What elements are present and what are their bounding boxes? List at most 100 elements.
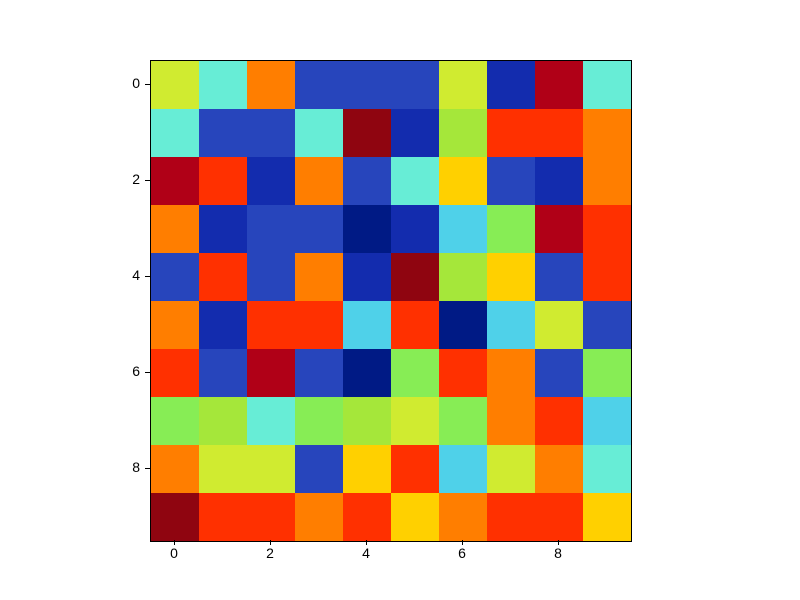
heatmap-cell	[199, 301, 247, 349]
heatmap-cell	[295, 157, 343, 205]
heatmap-cell	[439, 205, 487, 253]
x-tick-label: 6	[452, 545, 472, 561]
y-tick-mark	[145, 276, 150, 277]
heatmap-cell	[151, 493, 199, 541]
heatmap-cell	[439, 445, 487, 493]
heatmap-cell	[391, 205, 439, 253]
heatmap-cell	[247, 61, 295, 109]
heatmap-cell	[247, 157, 295, 205]
y-tick-mark	[145, 468, 150, 469]
heatmap-cell	[535, 205, 583, 253]
heatmap-cell	[151, 157, 199, 205]
heatmap-cell	[151, 349, 199, 397]
heatmap-cell	[343, 301, 391, 349]
heatmap-cell	[343, 109, 391, 157]
heatmap-cell	[199, 397, 247, 445]
heatmap-cell	[151, 61, 199, 109]
heatmap-cell	[439, 349, 487, 397]
heatmap-cell	[487, 493, 535, 541]
heatmap-cell	[583, 157, 631, 205]
heatmap-cell	[343, 61, 391, 109]
heatmap-cell	[343, 253, 391, 301]
heatmap-cell	[439, 493, 487, 541]
y-tick-mark	[145, 180, 150, 181]
heatmap-grid	[150, 60, 632, 542]
heatmap-cell	[295, 205, 343, 253]
heatmap-cell	[487, 349, 535, 397]
heatmap-cell	[343, 349, 391, 397]
heatmap-cell	[487, 253, 535, 301]
heatmap-cell	[535, 157, 583, 205]
heatmap-cell	[343, 205, 391, 253]
heatmap-cell	[343, 157, 391, 205]
heatmap-cell	[439, 301, 487, 349]
heatmap-cell	[247, 445, 295, 493]
heatmap-cell	[439, 157, 487, 205]
heatmap-cell	[151, 397, 199, 445]
heatmap-cell	[487, 61, 535, 109]
heatmap-cell	[391, 445, 439, 493]
heatmap-cell	[295, 493, 343, 541]
heatmap-cell	[295, 61, 343, 109]
heatmap-cell	[535, 301, 583, 349]
heatmap-cell	[487, 445, 535, 493]
heatmap-cell	[247, 397, 295, 445]
heatmap-cell	[535, 445, 583, 493]
heatmap-cell	[295, 253, 343, 301]
heatmap-cell	[343, 445, 391, 493]
heatmap-cell	[583, 253, 631, 301]
x-tick-label: 0	[164, 545, 184, 561]
heatmap-cell	[295, 349, 343, 397]
heatmap-cell	[151, 109, 199, 157]
heatmap-cell	[391, 349, 439, 397]
heatmap-cell	[391, 157, 439, 205]
heatmap-cell	[583, 61, 631, 109]
heatmap-cell	[535, 109, 583, 157]
heatmap-cell	[199, 493, 247, 541]
heatmap-chart	[150, 60, 630, 540]
heatmap-cell	[583, 301, 631, 349]
heatmap-cell	[151, 301, 199, 349]
heatmap-cell	[439, 397, 487, 445]
heatmap-cell	[535, 253, 583, 301]
heatmap-cell	[487, 157, 535, 205]
heatmap-cell	[535, 493, 583, 541]
heatmap-cell	[295, 301, 343, 349]
heatmap-cell	[199, 205, 247, 253]
heatmap-cell	[535, 349, 583, 397]
y-tick-label: 4	[115, 267, 140, 283]
heatmap-cell	[199, 253, 247, 301]
heatmap-cell	[583, 445, 631, 493]
heatmap-cell	[583, 349, 631, 397]
heatmap-cell	[295, 109, 343, 157]
heatmap-cell	[247, 205, 295, 253]
heatmap-cell	[199, 157, 247, 205]
heatmap-cell	[199, 445, 247, 493]
heatmap-cell	[583, 493, 631, 541]
heatmap-cell	[247, 253, 295, 301]
heatmap-cell	[583, 205, 631, 253]
heatmap-cell	[391, 301, 439, 349]
heatmap-cell	[583, 109, 631, 157]
heatmap-cell	[487, 205, 535, 253]
heatmap-cell	[343, 397, 391, 445]
heatmap-cell	[247, 349, 295, 397]
x-tick-label: 2	[260, 545, 280, 561]
heatmap-cell	[199, 109, 247, 157]
heatmap-cell	[439, 61, 487, 109]
heatmap-cell	[535, 61, 583, 109]
heatmap-cell	[151, 445, 199, 493]
heatmap-cell	[151, 205, 199, 253]
heatmap-cell	[295, 445, 343, 493]
heatmap-cell	[391, 493, 439, 541]
heatmap-cell	[487, 109, 535, 157]
heatmap-cell	[535, 397, 583, 445]
heatmap-cell	[391, 61, 439, 109]
heatmap-cell	[391, 397, 439, 445]
x-tick-label: 8	[548, 545, 568, 561]
y-tick-mark	[145, 372, 150, 373]
heatmap-cell	[487, 301, 535, 349]
heatmap-cell	[199, 61, 247, 109]
heatmap-cell	[199, 349, 247, 397]
heatmap-cell	[391, 109, 439, 157]
